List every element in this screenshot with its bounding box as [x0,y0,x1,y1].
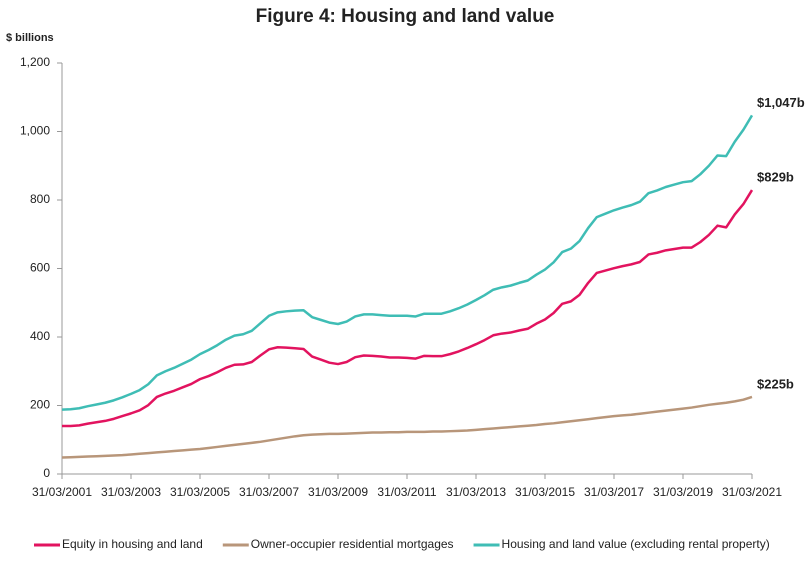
y-tick-label: 800 [30,192,50,206]
legend-label: Owner-occupier residential mortgages [251,537,454,551]
series-line [61,395,753,459]
x-tick-label: 31/03/2011 [377,485,436,499]
y-tick-label: 1,200 [20,55,50,69]
x-tick-label: 31/03/2015 [515,485,575,499]
y-axis-label: $ billions [6,32,54,44]
x-tick-label: 31/03/2021 [722,485,782,499]
y-tick-label: 1,000 [20,124,50,138]
x-tick-label: 31/03/2003 [101,485,161,499]
x-tick-label: 31/03/2009 [308,485,368,499]
end-label: $1,047b [757,95,805,110]
series-line [61,114,754,411]
x-tick-label: 31/03/2005 [170,485,230,499]
x-tick-label: 31/03/2007 [239,485,299,499]
y-tick-label: 0 [43,466,50,480]
x-tick-label: 31/03/2013 [446,485,506,499]
end-label: $225b [757,376,794,391]
legend-label: Housing and land value (excluding rental… [502,537,770,551]
end-label: $829b [757,170,794,185]
x-tick-label: 31/03/2019 [653,485,713,499]
y-tick-label: 400 [30,329,50,343]
y-tick-label: 200 [30,398,50,412]
legend-label: Equity in housing and land [62,537,203,551]
chart-title: Figure 4: Housing and land value [256,6,555,27]
series-line [62,189,754,428]
x-tick-label: 31/03/2001 [32,485,92,499]
y-tick-label: 600 [30,261,50,275]
x-tick-label: 31/03/2017 [584,485,644,499]
